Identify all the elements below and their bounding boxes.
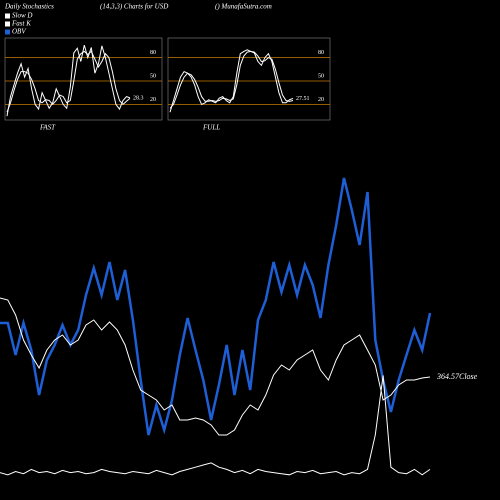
panel-frame [4,37,163,121]
legend-label: Fast K [11,20,31,28]
title: Daily Stochastics [4,3,54,11]
series-line [169,50,294,109]
y-tick-label: 20 [318,97,324,103]
subtitle: (14,3,3) Charts for USD [100,3,168,11]
legend-label: OBV [12,28,26,36]
series-line [0,297,431,436]
series-line [6,44,131,117]
y-tick-label: 50 [318,73,324,79]
y-tick-label: 80 [150,50,156,56]
legend-swatch [5,29,10,35]
legend-label: Slow D [12,12,32,20]
y-tick-label: 80 [318,50,324,56]
site: () MunafaSutra.com [215,3,272,11]
panel-frame [167,37,331,121]
last-value-label: 28.3 [133,95,144,101]
panel-label: FULL [202,124,220,132]
y-tick-label: 20 [150,97,156,103]
series-line [0,177,432,436]
series-line [0,375,431,476]
legend-swatch [5,21,10,27]
y-tick-label: 50 [150,73,156,79]
close-label: 364.57Close [436,372,478,381]
last-value-label: 27.51 [296,96,310,102]
series-line [6,50,131,113]
panel-label: FAST [39,124,56,132]
legend-swatch [5,13,10,19]
